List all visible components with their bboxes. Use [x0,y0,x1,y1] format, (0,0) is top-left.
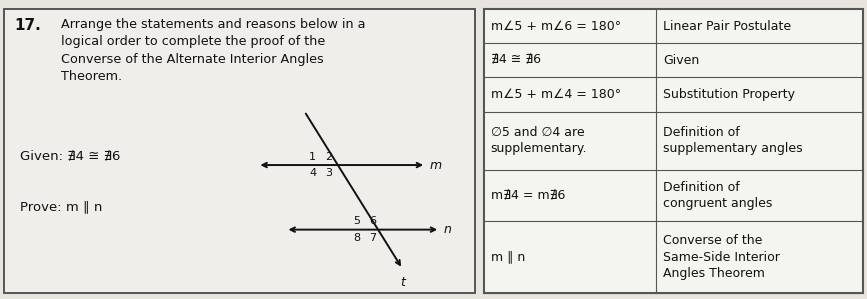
Text: 1: 1 [309,152,316,162]
Bar [4,9,475,293]
Text: 8: 8 [354,233,361,243]
Bar [484,9,863,293]
Text: Converse of the
Same-Side Interior
Angles Theorem: Converse of the Same-Side Interior Angle… [663,234,780,280]
Text: 5: 5 [354,216,361,226]
Bar [4,9,475,293]
Text: m: m [429,158,441,172]
Text: Arrange the statements and reasons below in a
logical order to complete the proo: Arrange the statements and reasons below… [61,18,365,83]
Text: Linear Pair Postulate: Linear Pair Postulate [663,19,792,33]
Text: m ∥ n: m ∥ n [491,251,525,264]
Text: 2: 2 [324,152,332,162]
Text: m∠5 + m∠4 = 180°: m∠5 + m∠4 = 180° [491,88,621,101]
Text: m∠5 + m∠6 = 180°: m∠5 + m∠6 = 180° [491,19,621,33]
Text: ∅5 and ∅4 are
supplementary.: ∅5 and ∅4 are supplementary. [491,126,587,155]
Text: n: n [444,223,452,236]
Bar [484,9,863,293]
Text: t: t [401,276,405,289]
Text: 3: 3 [325,168,332,178]
Text: Substitution Property: Substitution Property [663,88,795,101]
Text: ∄4 ≅ ∄6: ∄4 ≅ ∄6 [491,54,541,67]
Text: Definition of
congruent angles: Definition of congruent angles [663,181,772,210]
Text: Prove: m ∥ n: Prove: m ∥ n [20,200,102,213]
Text: Given: ∄4 ≅ ∄6: Given: ∄4 ≅ ∄6 [20,150,121,162]
Text: 4: 4 [309,168,316,178]
Text: 6: 6 [369,216,376,226]
Text: Definition of
supplementary angles: Definition of supplementary angles [663,126,803,155]
Text: 7: 7 [369,233,376,243]
Text: Given: Given [663,54,700,67]
Text: m∄4 = m∄6: m∄4 = m∄6 [491,189,565,202]
Text: 17.: 17. [15,18,42,33]
